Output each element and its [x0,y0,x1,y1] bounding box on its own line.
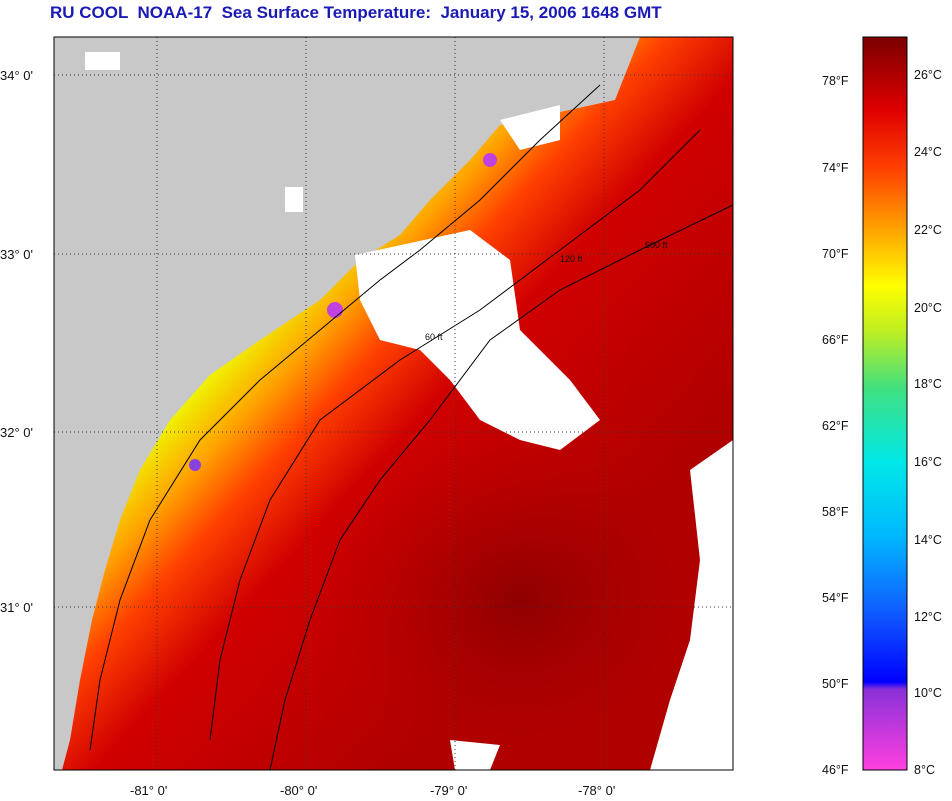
map-border [53,36,734,771]
colorbar-c-tick: 12°C [914,610,942,624]
cloud-patch [450,740,500,770]
colorbar-f-tick: 74°F [822,161,849,175]
cloud-patch [85,52,120,70]
colorbar-c-tick: 16°C [914,455,942,469]
colorbar-c-tick: 18°C [914,377,942,391]
colorbar-f-tick: 54°F [822,591,849,605]
colorbar-f-tick: 46°F [822,763,849,777]
colorbar-c-tick: 22°C [914,223,942,237]
colorbar-c-tick: 14°C [914,533,942,547]
contour-label: 120 ft [560,254,583,264]
lat-label: 34° 0' [0,68,33,83]
cloud-patch [285,187,303,212]
colorbar-c-tick: 8°C [914,763,935,777]
colorbar-f-tick: 70°F [822,247,849,261]
colorbar-c-tick: 20°C [914,301,942,315]
colorbar-f-tick: 78°F [822,74,849,88]
lat-label: 33° 0' [0,247,33,262]
gulf-stream-core [290,400,733,770]
colorbar-f-tick: 50°F [822,677,849,691]
lon-label: -79° 0' [430,783,467,798]
cold-spot [189,459,201,471]
lon-label: -81° 0' [130,783,167,798]
colorbar-celsius-labels: 26°C 24°C 22°C 20°C 18°C 16°C 14°C 12°C 10°C 8°C [914,68,942,777]
colorbar-fahrenheit-labels: 78°F 74°F 70°F 66°F 62°F 58°F 54°F 50°F 46°F [822,74,849,777]
contour-60ft [89,84,601,751]
lat-label: 31° 0' [0,600,33,615]
map-image: 60 ft 120 ft 600 ft [54,37,733,770]
colorbar [862,36,908,771]
cloud-patch [355,230,600,450]
lon-label: -78° 0' [578,783,615,798]
colorbar-c-tick: 10°C [914,686,942,700]
contour-600ft [269,204,733,770]
map-title: RU COOL NOAA-17 Sea Surface Temperature:… [50,3,662,22]
cold-spot [483,153,497,167]
colorbar-c-tick: 26°C [914,68,942,82]
colorbar-f-tick: 58°F [822,505,849,519]
colorbar-f-tick: 62°F [822,419,849,433]
colorbar-f-tick: 66°F [822,333,849,347]
land-area [54,37,640,770]
contour-120ft [209,129,701,741]
cloud-patch [650,440,733,770]
contour-label: 600 ft [645,240,668,250]
cold-spot [327,302,343,318]
contour-label: 60 ft [425,332,443,342]
cloud-patch [500,105,560,150]
lon-label: -80° 0' [280,783,317,798]
colorbar-c-tick: 24°C [914,145,942,159]
lat-label: 32° 0' [0,425,33,440]
